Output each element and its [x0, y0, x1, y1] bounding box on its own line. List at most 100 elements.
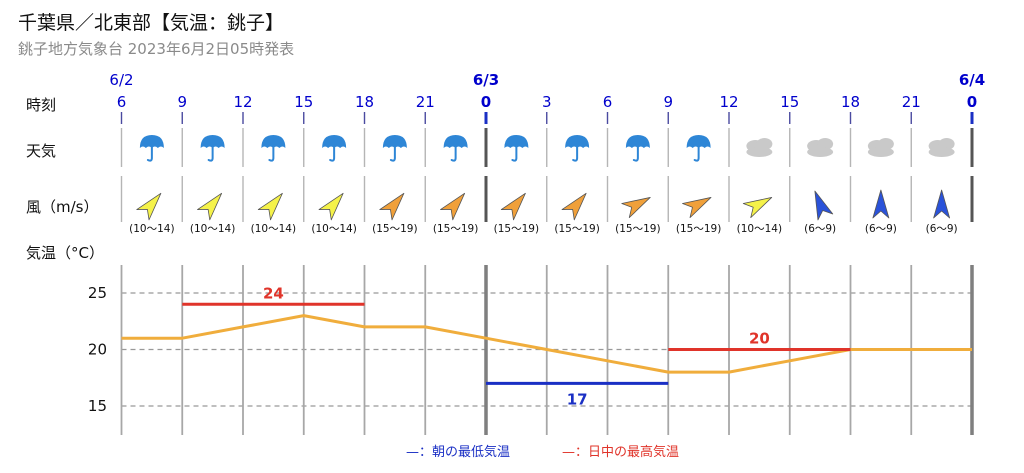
umbrella-handle — [572, 146, 579, 162]
wind-arrow-shape — [136, 192, 162, 221]
cloud-icon — [867, 138, 894, 157]
wind-speed-label: (15〜19) — [554, 223, 599, 235]
row-label-wind: 風（m/s） — [26, 198, 98, 216]
hour-tick-label: 9 — [663, 93, 673, 111]
wind-arrow — [318, 192, 344, 221]
wind-arrow-shape — [257, 192, 283, 221]
hour-tick-label: 6 — [117, 93, 127, 111]
umbrella-handle — [329, 146, 336, 162]
umbrella-handle — [693, 146, 700, 162]
row-label-temperature: 気温（°C） — [26, 244, 104, 262]
wind-arrow-shape — [742, 197, 773, 219]
legend-min: —：朝の最低気温 — [406, 444, 510, 460]
wind-arrow — [197, 192, 223, 221]
umbrella-canopy — [382, 135, 407, 148]
wind-speed-label: (15〜19) — [615, 223, 660, 235]
umbrella-handle — [511, 146, 518, 162]
wind-arrow — [742, 197, 773, 219]
hour-tick-label: 3 — [542, 93, 552, 111]
cloud-puff — [877, 138, 894, 150]
cloud-puff — [756, 138, 773, 150]
wind-speed-label: (10〜14) — [311, 223, 356, 235]
wind-arrow — [561, 192, 587, 221]
wind-arrow — [440, 192, 466, 221]
cloud-icon — [807, 138, 834, 157]
max-temp-label: 24 — [263, 284, 284, 302]
wind-arrow — [257, 192, 283, 221]
hour-tick-label: 12 — [233, 93, 252, 111]
wind-speed-label: (10〜14) — [737, 223, 782, 235]
umbrella-canopy — [322, 135, 347, 148]
wind-speed-label: (15〜19) — [494, 223, 539, 235]
rain-icon — [443, 135, 468, 162]
rain-icon — [261, 135, 286, 162]
umbrella-handle — [450, 146, 457, 162]
cloud-icon — [746, 138, 773, 157]
wind-arrow-shape — [197, 192, 223, 221]
wind-arrow-shape — [872, 189, 890, 219]
cloud-icon — [928, 138, 955, 157]
hour-tick-label: 12 — [719, 93, 738, 111]
wind-speed-label: (15〜19) — [433, 223, 478, 235]
wind-arrow — [933, 189, 951, 219]
cloud-puff — [928, 147, 955, 157]
umbrella-handle — [146, 146, 153, 162]
hour-tick-label: 21 — [416, 93, 435, 111]
umbrella-handle — [207, 146, 214, 162]
rain-icon — [686, 135, 711, 162]
rain-icon — [139, 135, 164, 162]
wind-speed-label: (6〜9) — [804, 223, 836, 235]
y-tick-label: 20 — [88, 341, 107, 359]
date-label: 6/3 — [473, 71, 499, 89]
date-label: 6/2 — [109, 71, 133, 89]
wind-arrow-shape — [379, 192, 405, 221]
hour-tick-label: 9 — [177, 93, 187, 111]
umbrella-handle — [632, 146, 639, 162]
hour-tick-label: 0 — [481, 93, 491, 111]
wind-arrow-shape — [682, 197, 712, 219]
page-title: 千葉県／北東部【気温：銚子】 — [18, 12, 285, 34]
wind-arrow-shape — [933, 189, 951, 219]
wind-speed-label: (15〜19) — [676, 223, 721, 235]
umbrella-canopy — [139, 135, 164, 148]
umbrella-canopy — [565, 135, 590, 148]
wind-arrow — [682, 197, 712, 219]
hour-tick-label: 18 — [841, 93, 860, 111]
wind-speed-label: (10〜14) — [251, 223, 296, 235]
wind-speed-label: (6〜9) — [926, 223, 958, 235]
wind-arrow-shape — [561, 192, 587, 221]
umbrella-canopy — [261, 135, 286, 148]
rain-icon — [504, 135, 529, 162]
umbrella-canopy — [504, 135, 529, 148]
y-tick-label: 25 — [88, 284, 107, 302]
wind-arrow — [500, 192, 526, 221]
hour-tick-label: 15 — [780, 93, 799, 111]
cloud-puff — [938, 138, 955, 150]
umbrella-canopy — [686, 135, 711, 148]
umbrella-canopy — [200, 135, 225, 148]
wind-arrow — [379, 192, 405, 221]
hour-tick-label: 0 — [967, 93, 977, 111]
wind-speed-label: (10〜14) — [190, 223, 235, 235]
wind-arrow-shape — [318, 192, 344, 221]
date-label: 6/4 — [959, 71, 985, 89]
hour-tick-label: 21 — [902, 93, 921, 111]
wind-arrow-shape — [621, 197, 651, 219]
wind-speed-label: (6〜9) — [865, 223, 897, 235]
wind-speed-label: (15〜19) — [372, 223, 417, 235]
cloud-puff — [867, 147, 894, 157]
wind-arrow — [621, 197, 651, 219]
wind-arrow — [136, 192, 162, 221]
row-label-weather: 天気 — [26, 142, 56, 160]
wind-arrow-shape — [500, 192, 526, 221]
umbrella-handle — [389, 146, 396, 162]
row-label-time: 時刻 — [26, 96, 56, 114]
cloud-puff — [807, 147, 834, 157]
y-tick-label: 15 — [88, 397, 107, 415]
umbrella-handle — [268, 146, 275, 162]
rain-icon — [382, 135, 407, 162]
min-temp-label: 17 — [567, 390, 588, 408]
max-temp-label: 20 — [749, 330, 770, 348]
umbrella-canopy — [443, 135, 468, 148]
